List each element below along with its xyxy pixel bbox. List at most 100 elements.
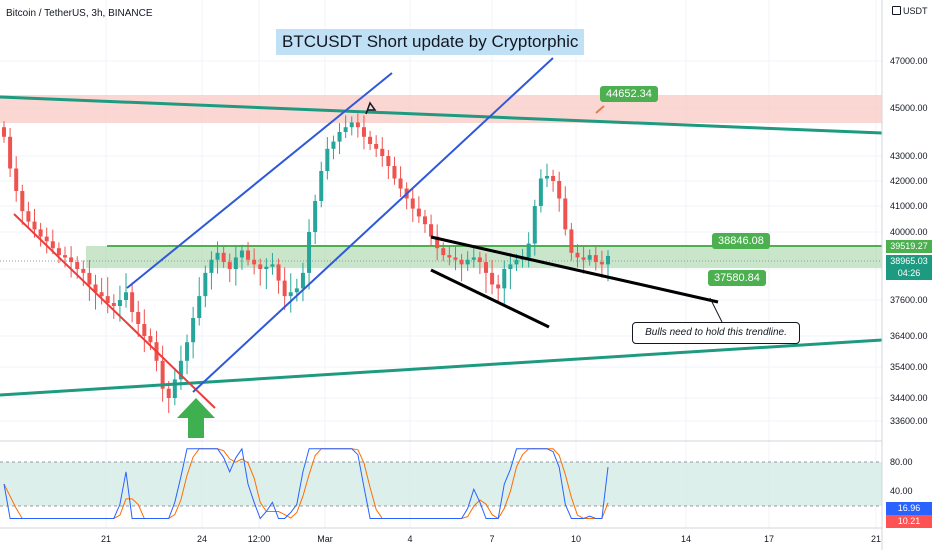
candle-body [288, 292, 293, 297]
countdown-tag: 04:26 [886, 267, 932, 280]
candle-body [50, 241, 55, 249]
candle-body [544, 176, 549, 179]
candle-body [215, 252, 220, 260]
candle-body [490, 272, 495, 285]
candle-body [99, 292, 104, 297]
channel-upper-line [126, 72, 393, 289]
candle-body [361, 127, 366, 137]
candle-body [117, 300, 122, 306]
time-tick-label: 21 [871, 534, 881, 544]
price-tick-label: 43000.00 [890, 151, 928, 161]
price-tick-label: 34400.00 [890, 393, 928, 403]
time-tick-label: 4 [407, 534, 412, 544]
candle-body [557, 181, 562, 199]
candle-body [75, 262, 80, 269]
candle-body [575, 252, 580, 258]
candle-body [69, 257, 74, 263]
candle-body [172, 379, 177, 398]
lower-teal-trendline [0, 338, 883, 397]
candle-body [514, 259, 519, 265]
price-tick-label: 47000.00 [890, 56, 928, 66]
up-arrow-icon [177, 398, 215, 438]
candle-body [313, 201, 318, 232]
candle-body [142, 324, 147, 336]
candle-body [398, 178, 403, 189]
candle-body [599, 262, 604, 265]
mid-price-label: 38846.08 [712, 233, 770, 249]
candle-body [239, 250, 244, 258]
peak-marker [365, 101, 377, 115]
candle-body [453, 257, 458, 260]
candle-body [422, 216, 427, 225]
candle-body [331, 141, 336, 149]
time-axis[interactable]: 21 24 12:00 Mar 4 7 10 14 17 21 [101, 534, 881, 544]
candle-body [465, 259, 470, 265]
price-tick-label: 45000.00 [890, 103, 928, 113]
candle-body [252, 259, 257, 265]
note-pointer [709, 297, 723, 323]
candle-body [581, 257, 586, 260]
candle-body [410, 198, 415, 209]
time-tick-label: 24 [197, 534, 207, 544]
candle-body [325, 148, 330, 171]
upper-teal-trendline [0, 95, 883, 135]
time-tick-label: 10 [571, 534, 581, 544]
oscillator-tick-label: 80.00 [890, 457, 913, 467]
candle-body [563, 198, 568, 230]
oscillator-k-line [3, 447, 609, 520]
support-price-label: 37580.84 [708, 270, 766, 286]
wedge-upper-line [430, 235, 719, 304]
candle-body [270, 264, 275, 267]
candle-body [185, 342, 190, 361]
candle-body [178, 360, 183, 380]
candle-body [374, 144, 379, 149]
candle-body [246, 250, 251, 260]
candle-body [130, 292, 135, 312]
oscillator-tick-label: 40.00 [890, 486, 913, 496]
oscillator-k-tag: 16.96 [886, 502, 932, 515]
candle-body [203, 272, 208, 297]
wedge-lower-line [430, 268, 550, 329]
candle-body [56, 248, 61, 256]
symbol-title: Bitcoin / TetherUS, 3h, BINANCE [6, 8, 153, 19]
last-price-tag: 38965.03 [886, 255, 932, 268]
candle-body [264, 266, 269, 269]
candle-body [355, 122, 360, 128]
candle-body [483, 262, 488, 273]
candle-body [380, 148, 385, 156]
candle-body [429, 224, 434, 237]
target-price-label: 44652.34 [600, 86, 658, 102]
time-tick-label: 7 [489, 534, 494, 544]
candle-body [233, 257, 238, 269]
candle-body [8, 136, 13, 169]
candle-body [282, 280, 287, 297]
candle-body [435, 236, 440, 249]
candle-body [508, 264, 513, 269]
time-tick-label: 17 [764, 534, 774, 544]
trendline-note: Bulls need to hold this trendline. [632, 322, 800, 344]
candle-body [319, 171, 324, 201]
candle-body [343, 127, 348, 132]
candle-body [587, 255, 592, 260]
candle-body [2, 127, 6, 137]
currency-badge[interactable]: USDT [892, 6, 928, 16]
support-zone [86, 246, 882, 268]
lock-icon [892, 6, 901, 15]
candle-body [477, 257, 482, 263]
time-tick-label: 21 [101, 534, 111, 544]
candle-body [191, 318, 196, 343]
price-tick-label: 40000.00 [890, 227, 928, 237]
oscillator-d-tag: 10.21 [886, 515, 932, 528]
time-tick-label: Mar [317, 534, 333, 544]
candle-body [32, 221, 37, 230]
candle-body [87, 272, 92, 285]
candle-body [368, 136, 373, 144]
target-pointer [595, 105, 605, 114]
candle-body [526, 243, 531, 258]
candle-body [569, 229, 574, 253]
candle-body [221, 252, 226, 263]
candle-body [441, 248, 446, 256]
price-tick-label: 35400.00 [890, 362, 928, 372]
candle-body [496, 284, 501, 289]
